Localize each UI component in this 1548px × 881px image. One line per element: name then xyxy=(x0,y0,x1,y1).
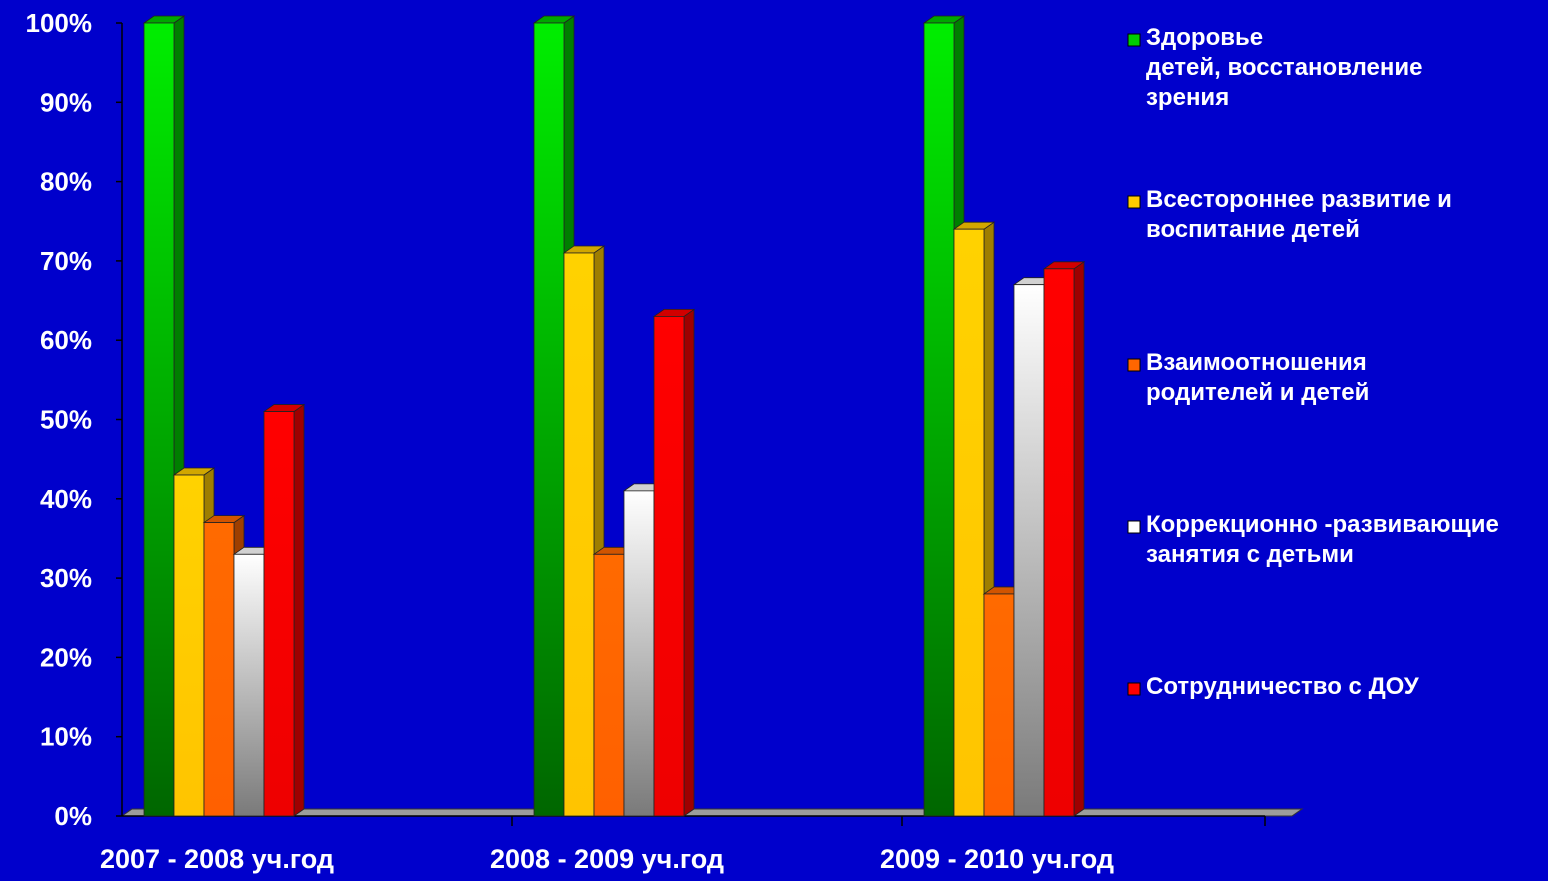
legend-swatch xyxy=(1127,358,1141,372)
y-tick-label: 100% xyxy=(26,8,93,38)
y-tick-label: 20% xyxy=(40,642,92,672)
bar-front xyxy=(1043,268,1075,817)
bar-front xyxy=(1013,284,1045,817)
y-tick-label: 60% xyxy=(40,325,92,355)
x-tick-label: 2007 - 2008 уч.год xyxy=(100,844,334,874)
legend-label: Взаимоотношения xyxy=(1146,349,1367,376)
y-tick-label: 90% xyxy=(40,87,92,117)
bar-front xyxy=(593,553,625,817)
bar-front xyxy=(263,411,295,817)
legend-item: Здоровье детей, восстановление зрения xyxy=(1127,24,1423,111)
bar-front xyxy=(203,522,235,817)
bar-front xyxy=(983,593,1015,817)
legend-swatch xyxy=(1127,682,1141,696)
bar xyxy=(262,403,306,817)
legend-swatch xyxy=(1127,195,1141,209)
legend-label: Здоровье xyxy=(1146,24,1263,51)
legend-item: Коррекционно -развивающие занятия с детьм… xyxy=(1127,511,1499,568)
bar-front xyxy=(533,22,565,817)
legend-item: Всестороннее развитие и воспитание детей xyxy=(1127,186,1452,243)
legend-item: Взаимоотношения родителей и детей xyxy=(1127,349,1369,406)
legend-label: детей, восстановление xyxy=(1146,54,1423,81)
bar-front xyxy=(623,490,655,817)
x-tick-label: 2009 - 2010 уч.год xyxy=(880,844,1114,874)
bar-side xyxy=(293,403,305,817)
bar-front xyxy=(563,252,595,817)
y-tick-label: 70% xyxy=(40,246,92,276)
y-tick-label: 50% xyxy=(40,405,92,435)
y-tick-label: 40% xyxy=(40,484,92,514)
bar-side xyxy=(1073,261,1085,817)
y-tick-label: 10% xyxy=(40,722,92,752)
legend-label: занятия с детьми xyxy=(1146,541,1354,568)
legend-label: родителей и детей xyxy=(1146,379,1369,406)
legend-label: Сотрудничество с ДОУ xyxy=(1146,673,1420,700)
legend-swatch xyxy=(1127,33,1141,47)
bar-side xyxy=(683,308,695,817)
legend-label: зрения xyxy=(1146,84,1229,111)
bar-front xyxy=(923,22,955,817)
y-tick-label: 0% xyxy=(54,801,92,831)
bar-front xyxy=(173,474,205,817)
bar xyxy=(1042,261,1086,817)
bar-front xyxy=(143,22,175,817)
legend-swatch xyxy=(1127,520,1141,534)
y-tick-label: 80% xyxy=(40,167,92,197)
bar-front xyxy=(233,553,265,817)
bar-front xyxy=(953,228,985,817)
bar-front xyxy=(653,316,685,817)
legend-item: Сотрудничество с ДОУ xyxy=(1127,673,1420,700)
legend-label: воспитание детей xyxy=(1146,216,1360,243)
y-tick-label: 30% xyxy=(40,563,92,593)
bar xyxy=(652,308,696,817)
legend-label: Коррекционно -развивающие xyxy=(1146,511,1499,538)
legend-label: Всестороннее развитие и xyxy=(1146,186,1452,213)
x-tick-label: 2008 - 2009 уч.год xyxy=(490,844,724,874)
